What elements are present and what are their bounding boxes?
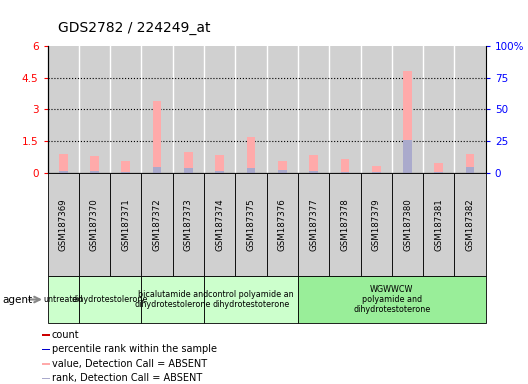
Bar xyxy=(173,173,204,276)
Bar xyxy=(298,46,329,173)
Bar xyxy=(121,161,130,173)
Bar xyxy=(79,173,110,276)
Bar xyxy=(455,46,486,173)
Text: GDS2782 / 224249_at: GDS2782 / 224249_at xyxy=(58,21,211,35)
Bar xyxy=(298,173,329,276)
Text: rank, Detection Call = ABSENT: rank, Detection Call = ABSENT xyxy=(52,373,202,383)
Bar xyxy=(90,156,99,173)
Text: GSM187382: GSM187382 xyxy=(466,198,475,251)
Bar xyxy=(48,46,79,173)
Bar xyxy=(372,167,381,173)
Bar xyxy=(142,173,173,276)
Bar xyxy=(121,172,130,173)
Text: agent: agent xyxy=(3,295,33,305)
Bar xyxy=(110,173,142,276)
Bar xyxy=(267,46,298,173)
Bar xyxy=(153,167,162,173)
Bar xyxy=(278,161,287,173)
Bar xyxy=(204,173,235,276)
Text: GSM187370: GSM187370 xyxy=(90,198,99,251)
Bar xyxy=(466,154,475,173)
Bar xyxy=(215,155,224,173)
Text: count: count xyxy=(52,330,80,340)
Bar xyxy=(329,173,361,276)
Text: GSM187373: GSM187373 xyxy=(184,198,193,251)
Text: GSM187377: GSM187377 xyxy=(309,198,318,251)
Text: GSM187378: GSM187378 xyxy=(341,198,350,251)
Bar xyxy=(247,137,256,173)
Text: WGWWCW
polyamide and
dihydrotestoterone: WGWWCW polyamide and dihydrotestoterone xyxy=(353,285,430,314)
Bar xyxy=(298,276,486,323)
Bar xyxy=(59,171,68,173)
Bar xyxy=(423,173,455,276)
Text: GSM187371: GSM187371 xyxy=(121,198,130,251)
Bar xyxy=(173,46,204,173)
Bar xyxy=(79,46,110,173)
Bar xyxy=(309,155,318,173)
Text: control polyamide an
dihydrotestoterone: control polyamide an dihydrotestoterone xyxy=(208,290,294,309)
Bar xyxy=(215,171,224,173)
Bar xyxy=(435,163,443,173)
Text: bicalutamide and
dihydrotestolerone: bicalutamide and dihydrotestolerone xyxy=(135,290,211,309)
Bar xyxy=(42,363,50,364)
Text: dihydrotestolerone: dihydrotestolerone xyxy=(72,295,148,304)
Text: GSM187381: GSM187381 xyxy=(435,198,444,251)
Text: GSM187369: GSM187369 xyxy=(59,198,68,251)
Bar xyxy=(329,46,361,173)
Bar xyxy=(42,349,50,350)
Bar xyxy=(184,168,193,173)
Bar xyxy=(455,173,486,276)
Text: GSM187374: GSM187374 xyxy=(215,198,224,251)
Bar xyxy=(403,71,412,173)
Bar xyxy=(142,276,204,323)
Bar xyxy=(110,46,142,173)
Bar xyxy=(341,172,350,173)
Bar xyxy=(142,46,173,173)
Bar xyxy=(341,159,350,173)
Text: percentile rank within the sample: percentile rank within the sample xyxy=(52,344,217,354)
Bar xyxy=(79,276,142,323)
Bar xyxy=(361,173,392,276)
Bar xyxy=(278,170,287,173)
Bar xyxy=(235,173,267,276)
Bar xyxy=(309,171,318,173)
Bar xyxy=(184,152,193,173)
Bar xyxy=(59,154,68,173)
Text: GSM187375: GSM187375 xyxy=(247,198,256,251)
Bar xyxy=(372,172,381,173)
Text: GSM187372: GSM187372 xyxy=(153,198,162,251)
Text: GSM187379: GSM187379 xyxy=(372,198,381,251)
Bar xyxy=(403,140,412,173)
Bar xyxy=(153,101,162,173)
Bar xyxy=(392,46,423,173)
Bar xyxy=(42,334,50,336)
Bar xyxy=(361,46,392,173)
Text: GSM187380: GSM187380 xyxy=(403,198,412,251)
Bar xyxy=(204,46,235,173)
Text: value, Detection Call = ABSENT: value, Detection Call = ABSENT xyxy=(52,359,207,369)
Text: GSM187376: GSM187376 xyxy=(278,198,287,251)
Bar xyxy=(267,173,298,276)
Bar xyxy=(204,276,298,323)
Bar xyxy=(435,172,443,173)
Bar xyxy=(247,168,256,173)
Bar xyxy=(423,46,455,173)
Bar xyxy=(466,167,475,173)
Bar xyxy=(235,46,267,173)
Bar xyxy=(392,173,423,276)
Text: untreated: untreated xyxy=(43,295,83,304)
Bar xyxy=(48,276,79,323)
Bar xyxy=(42,377,50,379)
Bar xyxy=(48,173,79,276)
Bar xyxy=(90,171,99,173)
